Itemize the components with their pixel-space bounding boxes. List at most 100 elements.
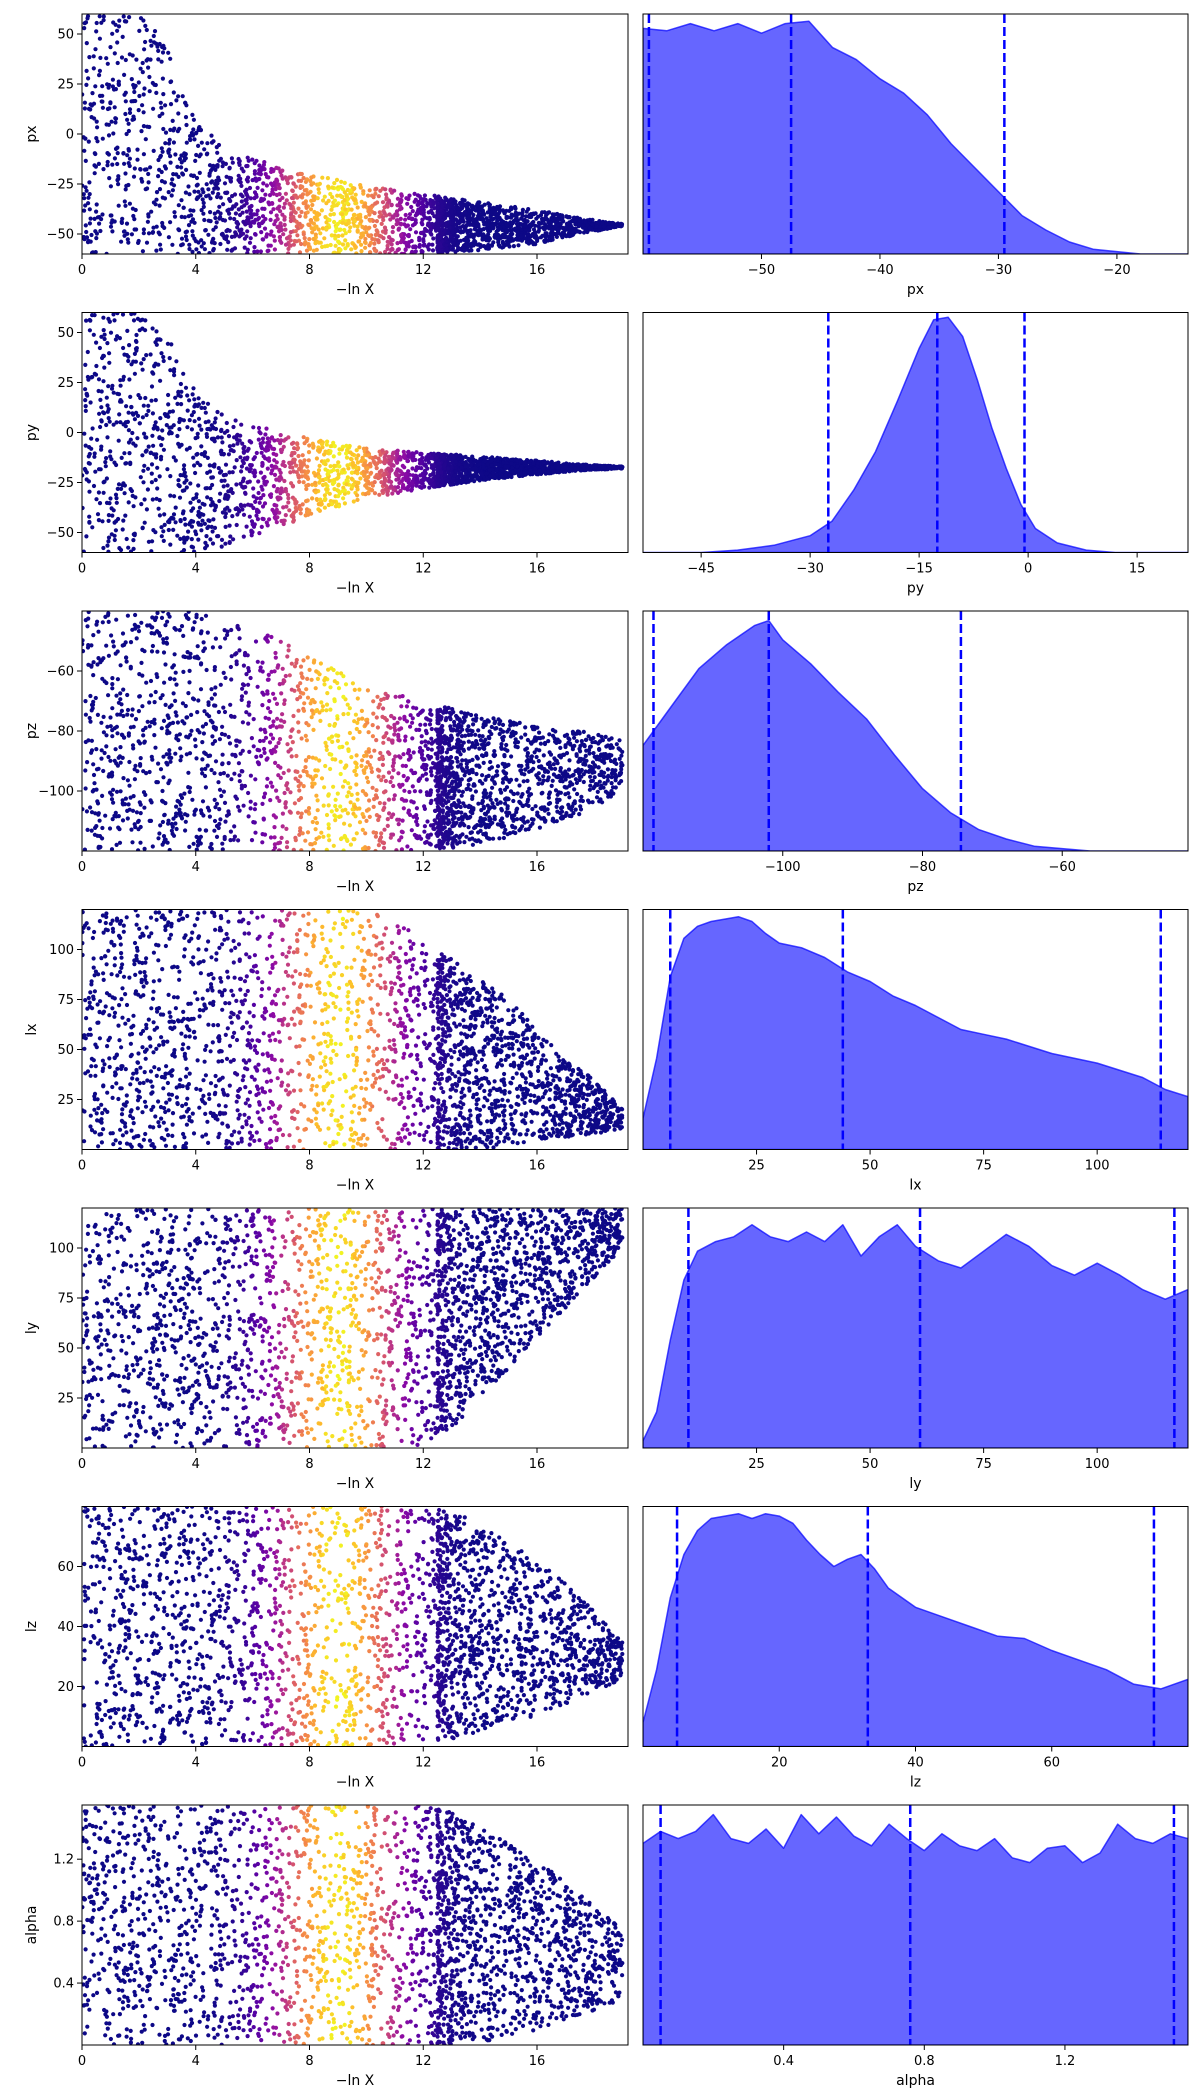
scatter-point: [509, 457, 514, 462]
scatter-point: [590, 217, 595, 222]
scatter-point: [196, 416, 202, 421]
scatter-point: [339, 185, 344, 190]
scatter-point: [236, 207, 241, 212]
scatter-point: [191, 496, 196, 501]
scatter-point: [154, 197, 159, 202]
scatter-point: [546, 238, 551, 243]
scatter-point: [90, 525, 95, 530]
scatter-point: [100, 519, 105, 524]
scatter-point: [239, 422, 244, 427]
scatter-point: [125, 237, 130, 242]
scatter-point: [208, 210, 213, 215]
scatter-point: [82, 431, 87, 436]
scatter-point: [146, 403, 151, 408]
scatter-point: [208, 537, 213, 542]
scatter-point: [293, 229, 298, 234]
density-area: [643, 20, 1188, 254]
scatter-point: [178, 473, 183, 478]
scatter-point: [154, 248, 159, 253]
scatter-point: [313, 480, 318, 485]
scatter-point: [182, 463, 187, 468]
scatter-point: [125, 117, 130, 122]
scatter-point: [513, 236, 519, 242]
scatter-point: [259, 445, 264, 451]
scatter-point: [94, 236, 99, 241]
scatter-point: [176, 478, 181, 483]
scatter-point: [397, 226, 402, 231]
scatter-point: [235, 437, 240, 442]
scatter-point: [397, 480, 402, 486]
scatter-point: [323, 497, 328, 502]
scatter-point: [504, 215, 509, 221]
scatter-point: [535, 238, 540, 243]
scatter-point: [286, 251, 291, 254]
scatter-point: [123, 513, 128, 518]
scatter-point: [385, 239, 390, 244]
scatter-point: [241, 512, 247, 517]
scatter-point: [168, 56, 173, 61]
scatter-point: [470, 216, 475, 221]
scatter-point: [164, 423, 169, 428]
scatter-point: [122, 72, 127, 77]
scatter-point: [116, 203, 121, 208]
scatter-point: [252, 245, 257, 250]
scatter-point: [420, 217, 425, 222]
scatter-point: [312, 197, 317, 202]
scatter-point: [196, 499, 201, 504]
scatter-point: [139, 176, 144, 182]
scatter-point: [220, 440, 225, 445]
scatter-point: [226, 452, 231, 457]
scatter-point: [309, 226, 314, 231]
scatter-point: [293, 210, 298, 215]
scatter-point: [354, 251, 359, 254]
scatter-point: [299, 241, 304, 247]
scatter-point: [131, 213, 136, 219]
scatter-point: [452, 222, 458, 227]
scatter-point: [381, 473, 386, 478]
scatter-point: [116, 24, 122, 29]
scatter-point: [335, 468, 340, 473]
scatter-point: [254, 212, 259, 217]
scatter-point: [179, 214, 184, 219]
scatter-point: [378, 251, 383, 254]
scatter-point: [157, 114, 162, 119]
scatter-point: [134, 410, 139, 415]
scatter-point: [257, 169, 262, 174]
scatter-point: [109, 119, 114, 124]
scatter-point: [256, 479, 261, 484]
scatter-point: [306, 450, 312, 455]
scatter-point: [116, 516, 121, 522]
scatter-point: [490, 217, 495, 222]
scatter-point: [205, 495, 210, 500]
scatter-point: [374, 228, 379, 233]
scatter-point: [429, 232, 434, 237]
scatter-point: [190, 249, 195, 254]
scatter-point: [187, 398, 192, 403]
scatter-point: [422, 233, 427, 238]
scatter-point: [258, 495, 263, 501]
scatter-point: [205, 427, 210, 432]
scatter-point: [210, 482, 215, 488]
scatter-point: [146, 212, 151, 217]
scatter-point: [282, 222, 287, 227]
scatter-point: [420, 473, 426, 478]
scatter-point: [349, 470, 354, 475]
scatter-point: [237, 234, 242, 239]
scatter-point: [303, 240, 308, 245]
scatter-point: [389, 479, 394, 485]
scatter-point: [230, 490, 235, 495]
scatter-point: [194, 183, 199, 188]
scatter-point: [376, 476, 381, 481]
scatter-point: [125, 153, 130, 158]
scatter-point: [97, 501, 103, 506]
scatter-point: [329, 233, 334, 238]
scatter-point: [297, 479, 302, 484]
scatter-point: [129, 404, 134, 410]
scatter-point: [97, 36, 102, 41]
scatter-point: [220, 217, 225, 223]
scatter-point: [87, 192, 92, 197]
scatter-point: [199, 208, 204, 213]
scatter-point: [168, 542, 173, 547]
scatter-point: [114, 500, 119, 505]
scatter-point: [349, 207, 354, 212]
